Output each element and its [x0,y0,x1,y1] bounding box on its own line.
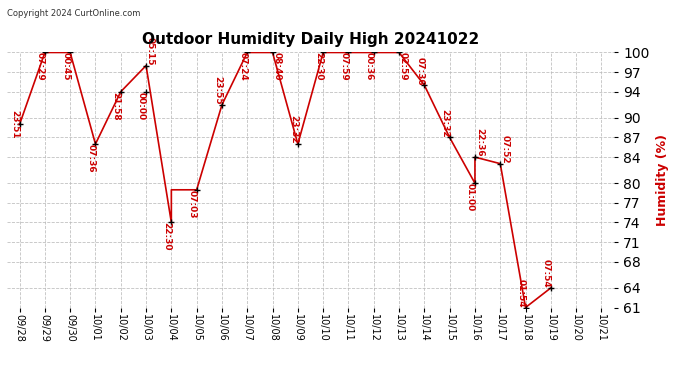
Title: Outdoor Humidity Daily High 20241022: Outdoor Humidity Daily High 20241022 [142,32,479,47]
Text: 22:30: 22:30 [314,53,323,81]
Text: 23:51: 23:51 [10,110,19,139]
Text: 21:58: 21:58 [112,92,121,120]
Text: 02:59: 02:59 [399,53,408,81]
Text: 07:59: 07:59 [339,53,348,81]
Text: 23:32: 23:32 [441,109,450,138]
Text: 07:52: 07:52 [500,135,509,164]
Text: 07:29: 07:29 [36,53,45,81]
Text: 00:36: 00:36 [365,53,374,81]
Text: 23:55: 23:55 [213,76,222,105]
Y-axis label: Humidity (%): Humidity (%) [656,134,669,226]
Text: 07:03: 07:03 [188,190,197,218]
Text: 01:54: 01:54 [517,279,526,308]
Text: 07:36: 07:36 [415,57,424,85]
Text: 07:24: 07:24 [238,53,247,81]
Text: 00:00: 00:00 [137,92,146,120]
Text: 08:40: 08:40 [273,53,282,81]
Text: Copyright 2024 CurtOnline.com: Copyright 2024 CurtOnline.com [7,9,140,18]
Text: 23:32: 23:32 [289,116,298,144]
Text: 07:36: 07:36 [86,144,95,172]
Text: 22:36: 22:36 [475,129,484,157]
Text: 05:15: 05:15 [146,37,155,66]
Text: 00:45: 00:45 [61,53,70,81]
Text: 22:30: 22:30 [162,222,171,251]
Text: 01:00: 01:00 [466,183,475,211]
Text: 07:54: 07:54 [542,259,551,288]
